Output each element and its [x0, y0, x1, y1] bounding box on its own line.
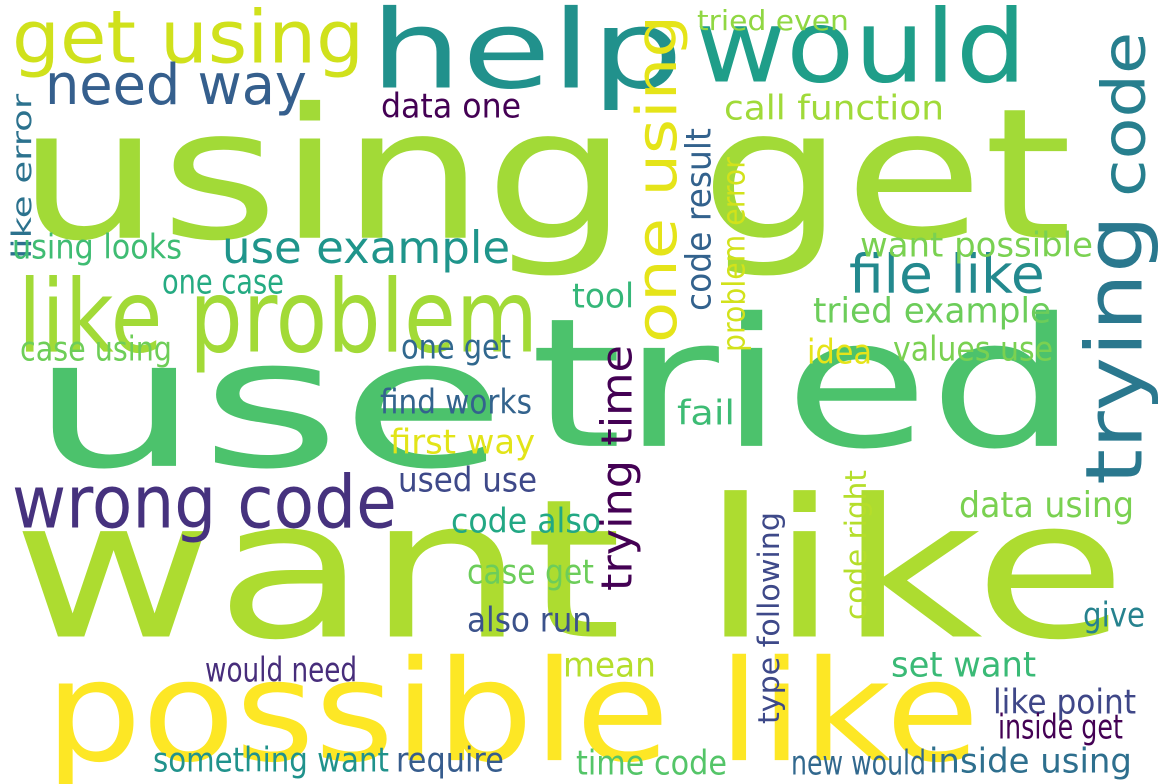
word-file-like: file like: [849, 242, 1045, 306]
word-like-problem: like problem: [18, 257, 538, 376]
word-help: help: [370, 0, 684, 114]
word-give: give: [1083, 595, 1145, 635]
word-get-using: get using: [12, 0, 365, 80]
word-need-way: need way: [45, 51, 307, 118]
word-would: would: [695, 0, 1027, 106]
word-case-get: case get: [467, 552, 594, 592]
word-use-example: use example: [222, 221, 511, 274]
word-type-following: type following: [751, 512, 786, 724]
word-want-possible: want possible: [860, 225, 1093, 265]
word-values-use: values use: [893, 329, 1054, 369]
word-find-works: find works: [380, 382, 532, 422]
word-tried-example: tried example: [813, 290, 1052, 331]
word-one-case: one case: [162, 262, 284, 302]
word-want-like: want like: [12, 457, 1127, 683]
word-call-function: call function: [724, 88, 945, 128]
word-new-would: new would: [791, 743, 927, 783]
word-code: code: [1089, 31, 1159, 197]
word-code-right: code right: [838, 470, 873, 620]
word-inside-get: inside get: [998, 707, 1124, 747]
word-require: require: [396, 740, 504, 780]
word-used-use: used use: [398, 460, 538, 500]
word-case-using: case using: [20, 329, 172, 369]
word-something-want: something want: [153, 740, 389, 780]
word-inside-using: inside using: [929, 741, 1132, 781]
word-one-using: one using: [623, 15, 690, 344]
word-set-want: set want: [891, 644, 1037, 685]
word-using-looks: using looks: [12, 227, 183, 267]
word-would-need: would need: [205, 650, 358, 690]
word-tried-even: tried even: [697, 3, 849, 37]
word-first-way: first way: [390, 422, 536, 462]
word-trying-time: trying time: [591, 345, 642, 591]
word-like-point: like point: [993, 682, 1137, 722]
word-tried: tried: [530, 279, 1079, 489]
word-tool: tool: [572, 276, 635, 316]
word-idea: idea: [807, 332, 873, 372]
word-data-one: data one: [381, 86, 522, 126]
word-also-run: also run: [467, 600, 593, 640]
word-time-code: time code: [576, 743, 727, 783]
word-mean: mean: [563, 645, 656, 685]
word-code-result: code result: [678, 128, 719, 311]
word-one-get: one get: [401, 327, 512, 367]
word-fail: fail: [677, 393, 736, 433]
word-use: use: [30, 299, 507, 509]
word-using-get: using get: [17, 68, 1073, 282]
word-wrong-code: wrong code: [12, 459, 397, 545]
word-possible-like: possible like: [45, 629, 980, 784]
word-data-using: data using: [959, 483, 1135, 526]
word-code-also: code also: [451, 501, 602, 541]
word-problem-error: problem error: [715, 157, 753, 352]
